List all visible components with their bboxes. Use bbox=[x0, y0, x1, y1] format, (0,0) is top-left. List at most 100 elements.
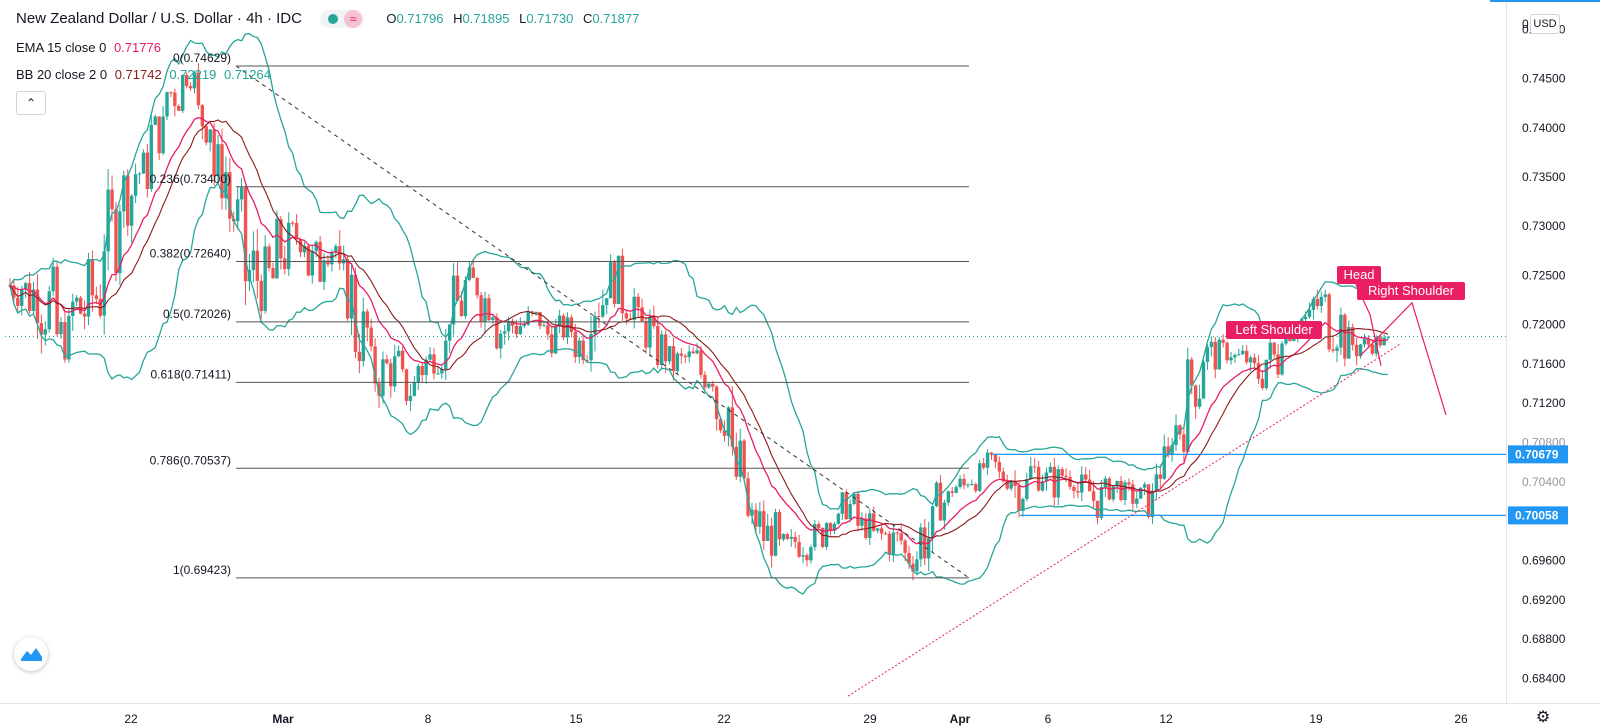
currency-selector[interactable]: USD bbox=[1530, 14, 1560, 34]
candle-body bbox=[640, 307, 644, 322]
candle-body bbox=[1351, 327, 1355, 345]
ema-label: EMA 15 close 0 bbox=[16, 40, 107, 55]
price-tick-label: 0.68800 bbox=[1522, 632, 1566, 646]
candle-body bbox=[330, 251, 334, 265]
candle-body bbox=[1040, 481, 1045, 491]
candle-body bbox=[129, 195, 134, 226]
candle-body bbox=[1248, 357, 1253, 363]
candle-body bbox=[691, 351, 695, 354]
annotation-label-bg bbox=[1357, 282, 1465, 300]
candle-body bbox=[993, 454, 998, 462]
candle-body bbox=[958, 478, 962, 488]
candle-body bbox=[667, 346, 672, 362]
candle-body bbox=[353, 274, 358, 352]
candle-body bbox=[569, 317, 574, 332]
candle-body bbox=[39, 323, 44, 335]
candle-body bbox=[919, 527, 923, 560]
candle-body bbox=[1064, 475, 1068, 477]
candle-body bbox=[1335, 347, 1339, 351]
candle-body bbox=[1331, 349, 1335, 351]
bb-legend[interactable]: BB 20 close 2 0 0.71742 0.72219 0.71264 bbox=[16, 67, 271, 82]
candle-body bbox=[314, 241, 318, 252]
candle-body bbox=[1138, 487, 1143, 499]
candle-body bbox=[157, 116, 161, 154]
candle-body bbox=[926, 537, 931, 559]
candle-body bbox=[357, 351, 362, 362]
candle-body bbox=[506, 320, 511, 332]
tradingview-logo-button[interactable] bbox=[14, 637, 48, 671]
candle-body bbox=[589, 334, 593, 361]
price-tick-label: 0.68400 bbox=[1522, 671, 1566, 685]
candle-body bbox=[283, 258, 287, 270]
time-tick-label: 12 bbox=[1159, 712, 1173, 726]
candle-body bbox=[923, 527, 927, 559]
candle-body bbox=[114, 209, 118, 274]
candle-body bbox=[1123, 482, 1127, 501]
candle-body bbox=[1072, 486, 1076, 491]
chart-settings-button[interactable]: ⚙ bbox=[1534, 709, 1552, 727]
candle-body bbox=[161, 116, 165, 154]
candle-body bbox=[714, 386, 719, 420]
annotation-label-bg bbox=[1337, 266, 1381, 284]
candle-body bbox=[1174, 425, 1178, 446]
projection-line bbox=[1359, 301, 1447, 416]
candle-body bbox=[836, 513, 841, 524]
price-tick-label: 0.71600 bbox=[1522, 357, 1566, 371]
candle-body bbox=[1307, 309, 1312, 317]
candle-body bbox=[656, 326, 660, 365]
price-tick-label: 0.72500 bbox=[1522, 268, 1566, 282]
candle-body bbox=[911, 563, 915, 572]
candle-body bbox=[1268, 342, 1272, 360]
time-tick-label: Mar bbox=[272, 712, 294, 726]
candle-body bbox=[1154, 474, 1159, 491]
candle-body bbox=[1060, 469, 1064, 476]
candle-body bbox=[683, 355, 687, 358]
candle-body bbox=[872, 513, 876, 531]
candle-body bbox=[585, 360, 589, 362]
candle-body bbox=[758, 511, 762, 527]
candle-body bbox=[400, 350, 405, 370]
candle-body bbox=[463, 280, 468, 317]
candle-body bbox=[1358, 344, 1363, 357]
candle-body bbox=[954, 487, 958, 493]
bb-lower-value: 0.71264 bbox=[223, 67, 271, 82]
candle-body bbox=[306, 245, 311, 276]
candle-body bbox=[824, 523, 829, 547]
candle-body bbox=[165, 92, 169, 117]
candle-body bbox=[981, 463, 986, 468]
candle-body bbox=[1327, 294, 1331, 350]
candle-body bbox=[1347, 327, 1351, 359]
candle-body bbox=[1076, 490, 1080, 493]
candle-body bbox=[1362, 338, 1367, 345]
candle-body bbox=[428, 354, 432, 360]
wave-icon: ≈ bbox=[344, 10, 363, 29]
time-tick-label: 19 bbox=[1309, 712, 1323, 726]
candle-body bbox=[687, 351, 691, 358]
candle-body bbox=[181, 74, 185, 111]
candle-body bbox=[479, 295, 483, 322]
candle-body bbox=[271, 268, 275, 279]
time-tick-label: 15 bbox=[569, 712, 583, 726]
status-pill[interactable]: ≈ bbox=[320, 10, 365, 29]
candle-body bbox=[887, 533, 892, 555]
candle-body bbox=[216, 144, 220, 177]
candle-body bbox=[750, 509, 754, 516]
bb-label: BB 20 close 2 0 bbox=[16, 67, 108, 82]
candle-body bbox=[82, 313, 87, 317]
candle-body bbox=[122, 175, 126, 212]
candle-body bbox=[1013, 481, 1017, 487]
candle-body bbox=[1241, 350, 1245, 355]
candle-body bbox=[420, 365, 424, 376]
candle-body bbox=[738, 440, 742, 477]
candle-body bbox=[98, 298, 102, 316]
candle-body bbox=[828, 523, 833, 531]
candle-body bbox=[102, 251, 106, 316]
candle-body bbox=[467, 267, 472, 281]
ema-legend[interactable]: EMA 15 close 0 0.71776 bbox=[16, 40, 161, 55]
candle-body bbox=[899, 533, 903, 541]
candle-body bbox=[518, 326, 523, 335]
candle-body bbox=[985, 452, 990, 468]
candle-body bbox=[769, 525, 774, 556]
collapse-legend-button[interactable]: ⌃ bbox=[16, 91, 46, 115]
